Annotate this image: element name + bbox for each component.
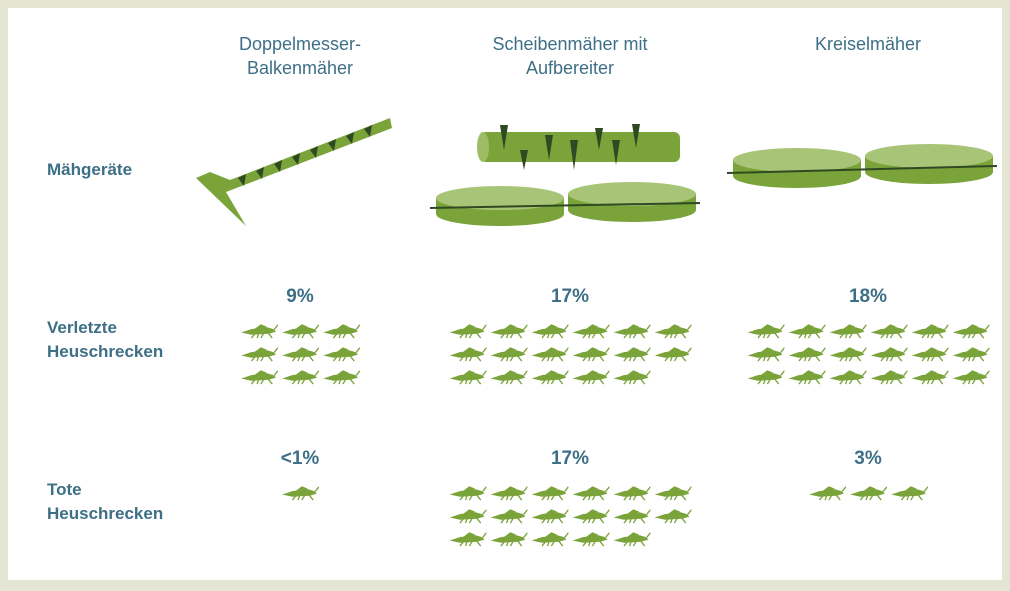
- value-label: 17%: [510, 448, 630, 470]
- grasshopper-icon: [615, 325, 650, 338]
- grasshopper-icon: [790, 371, 825, 384]
- grasshopper-icon: [451, 371, 486, 384]
- grasshopper-icon: [790, 348, 825, 361]
- value-label: 17%: [510, 286, 630, 308]
- series-name: Tote Heuschrecken: [47, 478, 197, 526]
- grasshopper-icon: [325, 348, 360, 361]
- grasshopper-icon: [954, 325, 989, 338]
- grasshopper-icon: [656, 487, 691, 500]
- grasshopper-icon: [913, 348, 948, 361]
- grasshopper-icon: [243, 371, 278, 384]
- value-label: <1%: [240, 448, 360, 470]
- grasshopper-icon: [492, 325, 527, 338]
- bar-mower: [196, 118, 392, 226]
- page: Mähgeräte Doppelmesser-Balkenmäher Scheib…: [0, 0, 1010, 591]
- grasshopper-icon: [831, 371, 866, 384]
- grasshopper-icon: [574, 325, 609, 338]
- grasshopper-icon: [954, 348, 989, 361]
- column-header: Doppelmesser-Balkenmäher: [215, 32, 385, 80]
- icon-group: [451, 325, 691, 384]
- series-name: Verletzte Heuschrecken: [47, 316, 197, 364]
- disc-mower-conditioner: [430, 124, 700, 226]
- grasshopper-icon: [656, 348, 691, 361]
- grasshopper-icon: [615, 533, 650, 546]
- grasshopper-icon: [533, 325, 568, 338]
- icon-group: [749, 325, 989, 384]
- grasshopper-icon: [574, 348, 609, 361]
- grasshopper-icon: [831, 348, 866, 361]
- grasshopper-icon: [615, 371, 650, 384]
- icon-group: [451, 487, 691, 546]
- grasshopper-icon: [284, 487, 319, 500]
- value-label: 18%: [808, 286, 928, 308]
- grasshopper-icon: [574, 487, 609, 500]
- grasshopper-icon: [533, 371, 568, 384]
- grasshopper-icon: [451, 510, 486, 523]
- grasshopper-icon: [284, 371, 319, 384]
- grasshopper-icon: [451, 325, 486, 338]
- grasshopper-icon: [656, 325, 691, 338]
- grasshopper-icon: [574, 371, 609, 384]
- grasshopper-icon: [492, 487, 527, 500]
- grasshopper-icon: [492, 533, 527, 546]
- grasshopper-icon: [284, 348, 319, 361]
- value-label: 3%: [808, 448, 928, 470]
- grasshopper-icon: [243, 348, 278, 361]
- grasshopper-icon: [852, 487, 887, 500]
- grasshopper-icon: [451, 348, 486, 361]
- grasshopper-icon: [615, 487, 650, 500]
- grasshopper-icon: [615, 510, 650, 523]
- grasshopper-icon: [749, 348, 784, 361]
- grasshopper-icon: [913, 371, 948, 384]
- icon-group: [284, 487, 319, 500]
- grasshopper-icon: [325, 325, 360, 338]
- grasshopper-icon: [533, 348, 568, 361]
- grasshopper-icon: [533, 533, 568, 546]
- grasshopper-icon: [451, 533, 486, 546]
- icon-group: [811, 487, 928, 500]
- column-header: Scheibenmäher mit Aufbereiter: [490, 32, 650, 80]
- grasshopper-icon: [790, 325, 825, 338]
- grasshopper-icon: [492, 348, 527, 361]
- grasshopper-icon: [243, 325, 278, 338]
- grasshopper-icon: [492, 371, 527, 384]
- grasshopper-icon: [872, 371, 907, 384]
- icon-group: [243, 325, 360, 384]
- rotary-mower: [727, 144, 997, 188]
- grasshopper-icon: [872, 348, 907, 361]
- grasshopper-icon: [451, 487, 486, 500]
- grasshopper-icon: [574, 533, 609, 546]
- value-label: 9%: [240, 286, 360, 308]
- column-header: Kreiselmäher: [788, 32, 948, 56]
- grasshopper-icon: [325, 371, 360, 384]
- grasshopper-icon: [533, 510, 568, 523]
- grasshopper-icon: [533, 487, 568, 500]
- grasshopper-icon: [492, 510, 527, 523]
- grasshopper-icon: [749, 325, 784, 338]
- row-label: Mähgeräte: [47, 158, 197, 182]
- grasshopper-icon: [831, 325, 866, 338]
- grasshopper-icon: [749, 371, 784, 384]
- grasshopper-icon: [811, 487, 846, 500]
- grasshopper-icon: [913, 325, 948, 338]
- grasshopper-icon: [954, 371, 989, 384]
- grasshopper-icon: [872, 325, 907, 338]
- grasshopper-icon: [893, 487, 928, 500]
- grasshopper-icon: [656, 510, 691, 523]
- grasshopper-icon: [284, 325, 319, 338]
- grasshopper-icon: [574, 510, 609, 523]
- grasshopper-icon: [615, 348, 650, 361]
